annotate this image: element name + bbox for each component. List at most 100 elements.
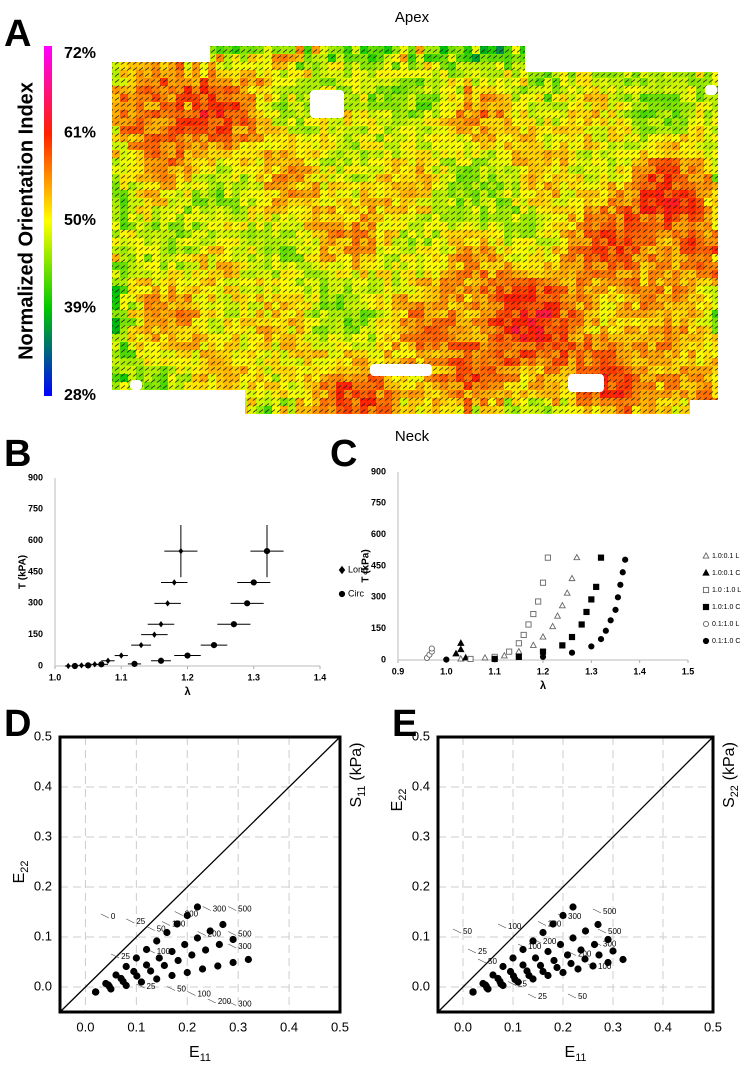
- x-tick-label: 1.3: [585, 666, 598, 676]
- orientation-map: [112, 46, 718, 414]
- y-tick-label: 0.4: [412, 778, 430, 793]
- contour-tick: [228, 1001, 237, 1006]
- map-cell: [712, 46, 718, 54]
- data-point: [544, 971, 552, 980]
- y-tick-label: 900: [371, 466, 386, 476]
- data-point: [553, 612, 562, 619]
- colorbar-tick-label: 72%: [64, 45, 96, 62]
- map-cell: [664, 46, 672, 54]
- data-point: [443, 656, 450, 663]
- map-cell: [664, 54, 672, 62]
- map-cell: [616, 54, 624, 62]
- y-tick-label: 0.5: [34, 728, 52, 743]
- contour-label: 25: [518, 980, 527, 989]
- data-point: [577, 946, 585, 954]
- map-cell: [544, 46, 552, 54]
- map-cell: [640, 46, 648, 54]
- data-point: [574, 965, 582, 973]
- data-point: [65, 662, 71, 670]
- map-hole: [705, 85, 717, 95]
- data-point: [122, 962, 130, 971]
- y-axis-label-main: E: [11, 873, 28, 884]
- data-point: [457, 645, 465, 653]
- data-point: [568, 649, 576, 656]
- data-point: [515, 647, 523, 655]
- data-point: [499, 962, 507, 971]
- x-tick-label: 1.4: [314, 672, 327, 682]
- contour-label: 25: [121, 952, 130, 961]
- map-cell: [144, 46, 152, 54]
- y-tick-label: 750: [371, 498, 386, 508]
- data-point: [198, 965, 207, 973]
- map-cell: [648, 54, 656, 62]
- map-cell: [128, 390, 136, 398]
- contour-label: 300: [238, 942, 252, 951]
- legend-marker: [702, 603, 710, 611]
- x-axis-label-main: E: [189, 1044, 200, 1061]
- contour-label: 500: [238, 905, 252, 914]
- x-tick-label: 0.3: [604, 1019, 622, 1034]
- data-point: [92, 988, 100, 996]
- y-tick-label: 0.1: [34, 928, 52, 943]
- x-tick-label: 0.4: [654, 1019, 672, 1034]
- data-point: [79, 662, 84, 669]
- data-point: [469, 988, 477, 996]
- map-cell: [232, 398, 240, 406]
- data-point: [539, 653, 547, 660]
- contour-tick: [567, 993, 577, 999]
- map-cell: [600, 46, 608, 54]
- map-cell: [608, 54, 616, 62]
- data-point: [168, 947, 176, 956]
- x-tick-label: 0.0: [76, 1019, 94, 1034]
- orientation-glyphs: [112, 46, 718, 414]
- data-point: [229, 935, 237, 944]
- equal-strain-line: [437, 736, 714, 1013]
- data-point: [595, 951, 603, 959]
- data-point: [525, 621, 532, 628]
- map-cell: [184, 390, 192, 398]
- data-point: [214, 962, 222, 970]
- contour-label: 300: [603, 940, 617, 949]
- data-point: [107, 985, 115, 993]
- contour-tick: [477, 958, 487, 964]
- map-cell: [664, 62, 672, 70]
- y-tick-label: 0.3: [34, 828, 52, 843]
- data-point: [250, 579, 257, 586]
- data-point: [569, 903, 577, 911]
- map-cell: [704, 46, 712, 54]
- data-point: [461, 653, 470, 661]
- data-point: [581, 955, 589, 963]
- data-point: [467, 655, 474, 663]
- data-point: [607, 617, 614, 624]
- map-cell: [136, 406, 144, 414]
- contour-label: 500: [238, 930, 252, 939]
- map-cell: [584, 46, 592, 54]
- data-point: [539, 967, 547, 976]
- map-cell: [208, 390, 216, 398]
- legend-label: 1.0:0.1 L: [712, 553, 739, 560]
- x-tick-label: 0.2: [554, 1019, 572, 1034]
- data-point: [499, 981, 507, 990]
- data-point: [142, 961, 151, 969]
- y-tick-label: 300: [28, 598, 43, 608]
- data-point: [614, 594, 622, 601]
- data-point: [515, 640, 522, 647]
- data-point: [85, 662, 92, 669]
- x-axis-label: λ: [540, 680, 546, 692]
- contour-label: 50: [463, 927, 472, 936]
- colorbar-tick-label: 39%: [64, 300, 96, 317]
- contour-label: 500: [603, 907, 617, 916]
- contour-tick: [497, 923, 507, 929]
- map-cell: [176, 406, 184, 414]
- panel-letter: E: [392, 703, 417, 745]
- data-point: [193, 903, 202, 911]
- y-tick-label: 0.2: [412, 878, 430, 893]
- contour-label: 50: [157, 925, 166, 934]
- map-cell: [136, 398, 144, 406]
- map-cell: [192, 54, 200, 62]
- map-cell: [560, 46, 568, 54]
- contour-label: 200: [218, 997, 232, 1006]
- data-point: [559, 642, 566, 649]
- data-point: [578, 621, 585, 628]
